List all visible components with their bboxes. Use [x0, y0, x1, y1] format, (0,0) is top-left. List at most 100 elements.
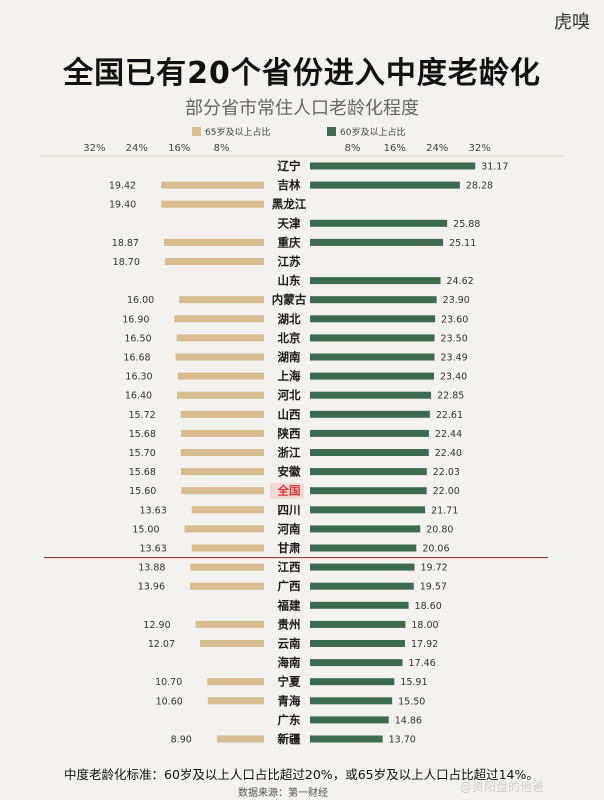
value-label-60: 25.88 [453, 219, 480, 230]
right-axis-tick: 24% [426, 143, 448, 154]
bar-60 [310, 716, 389, 724]
category-label: 福建 [277, 598, 301, 612]
category-label: 四川 [278, 503, 301, 517]
legend-label-60: 60岁及以上占比 [340, 126, 405, 138]
bar-65 [191, 544, 264, 552]
value-label-60: 15.50 [398, 696, 425, 707]
bar-65 [176, 334, 264, 342]
category-label: 云南 [278, 637, 301, 651]
value-label-60: 19.57 [420, 582, 447, 593]
bar-60 [310, 315, 436, 323]
category-label: 河北 [278, 388, 301, 402]
value-label-60: 22.85 [437, 391, 464, 402]
value-label-60: 31.17 [481, 162, 508, 173]
bar-65 [180, 449, 264, 456]
bar-60 [310, 410, 430, 418]
bar-65 [180, 429, 264, 437]
bar-60 [310, 219, 448, 227]
footnote: 中度老龄化标准：60岁及以上人口占比超过20%，或65岁及以上人口占比超过14%… [64, 767, 539, 782]
category-label: 内蒙古 [272, 293, 307, 307]
category-label: 湖北 [278, 312, 301, 326]
bar-60 [310, 487, 427, 495]
bar-60 [310, 353, 435, 361]
value-label-65: 16.50 [124, 333, 151, 344]
bar-65 [180, 468, 264, 476]
category-label: 江苏 [278, 255, 301, 269]
value-label-60: 22.44 [435, 429, 462, 440]
bar-65 [207, 697, 264, 705]
chart-title: 全国已有20个省份进入中度老龄化 [63, 56, 541, 91]
bar-60 [310, 735, 383, 743]
category-label: 吉林 [278, 178, 301, 192]
value-label-60: 23.50 [441, 333, 468, 344]
bar-60 [310, 468, 427, 476]
value-label-60: 23.40 [440, 372, 467, 383]
value-label-60: 17.92 [411, 639, 438, 650]
bar-60 [310, 391, 432, 399]
bar-65 [179, 296, 264, 304]
right-axis-tick: 32% [468, 143, 490, 154]
category-label: 全国 [277, 484, 301, 498]
value-label-65: 15.60 [129, 486, 156, 497]
value-label-65: 16.30 [125, 372, 152, 383]
bar-60 [310, 525, 421, 533]
category-label: 安徽 [278, 465, 301, 479]
category-label: 浙江 [278, 446, 301, 460]
bar-60 [310, 334, 435, 342]
bar-60 [310, 181, 460, 189]
bar-60 [310, 678, 395, 686]
bar-60 [310, 563, 415, 571]
category-label: 贵州 [278, 617, 301, 631]
bar-65 [216, 735, 264, 743]
category-label: 青海 [278, 694, 301, 708]
value-label-60: 25.11 [449, 238, 476, 249]
value-label-65: 15.70 [129, 448, 156, 459]
bar-60 [310, 372, 435, 380]
bar-65 [175, 353, 264, 361]
category-label: 江西 [278, 560, 301, 574]
right-axis-tick: 16% [384, 143, 406, 154]
bar-60 [310, 640, 405, 647]
value-label-65: 10.70 [155, 677, 182, 688]
category-label: 山东 [278, 274, 301, 288]
bar-60 [310, 544, 417, 552]
category-label: 湖南 [278, 350, 301, 364]
value-label-60: 28.28 [466, 181, 493, 192]
bar-60 [310, 601, 409, 609]
value-label-60: 15.91 [400, 677, 427, 688]
value-label-65: 15.72 [128, 410, 155, 421]
value-label-65: 19.42 [109, 181, 136, 192]
bar-60 [310, 296, 437, 304]
bar-60 [310, 429, 429, 437]
value-label-65: 12.90 [143, 620, 170, 631]
bar-60 [310, 238, 444, 246]
category-label: 黑龙江 [272, 197, 307, 211]
value-label-65: 16.00 [127, 295, 154, 306]
highlight-label-bg [270, 482, 304, 499]
left-axis-tick: 32% [83, 143, 105, 154]
value-label-65: 15.68 [129, 467, 156, 478]
category-label: 重庆 [278, 235, 301, 249]
bar-60 [310, 582, 414, 590]
value-label-60: 22.40 [435, 448, 462, 459]
value-label-60: 21.71 [431, 505, 458, 516]
source-note: 数据来源：第一财经 [238, 788, 328, 799]
bar-60 [310, 162, 476, 170]
bar-65 [200, 640, 264, 647]
category-label: 广东 [278, 713, 301, 727]
value-label-60: 20.06 [422, 544, 449, 555]
bar-65 [164, 258, 264, 265]
value-label-65: 10.60 [156, 696, 183, 707]
value-label-60: 18.60 [415, 601, 442, 612]
value-label-65: 13.88 [138, 563, 165, 574]
value-label-60: 14.86 [395, 715, 422, 726]
value-label-65: 13.96 [138, 582, 165, 593]
value-label-65: 12.07 [148, 639, 175, 650]
left-axis-tick: 24% [126, 143, 148, 154]
bar-65 [181, 487, 264, 495]
value-label-65: 15.68 [129, 429, 156, 440]
bar-65 [190, 582, 264, 590]
bar-65 [177, 372, 264, 380]
bar-65 [180, 410, 264, 418]
value-label-65: 16.40 [125, 391, 152, 402]
